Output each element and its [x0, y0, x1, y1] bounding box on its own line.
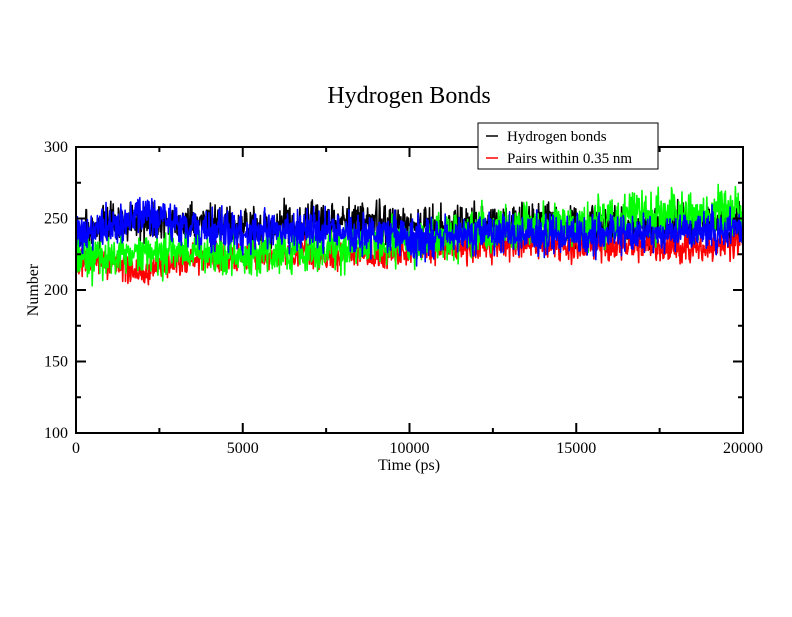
x-tick-label: 20000	[723, 440, 763, 457]
x-axis-label: Time (ps)	[378, 457, 440, 474]
legend: Hydrogen bonds Pairs within 0.35 nm	[477, 122, 659, 170]
y-tick-label: 250	[44, 211, 68, 228]
legend-label-pairs: Pairs within 0.35 nm	[507, 151, 632, 167]
axes-layer: 0 5000 10000 15000 20000 100 150 200 250 300	[44, 139, 763, 457]
y-tick-label: 200	[44, 282, 68, 299]
series-line-4	[75, 196, 744, 267]
x-tick-label: 0	[72, 440, 80, 457]
y-tick-label: 100	[44, 425, 68, 442]
legend-label-hydrogen-bonds: Hydrogen bonds	[507, 129, 607, 145]
legend-box	[477, 122, 659, 170]
series-layer	[75, 183, 744, 287]
x-tick-label: 15000	[556, 440, 596, 457]
x-tick-label: 5000	[227, 440, 259, 457]
y-axis-label: Number	[25, 263, 42, 316]
x-tick-label: 10000	[390, 440, 430, 457]
y-tick-label: 300	[44, 139, 68, 156]
y-tick-label: 150	[44, 354, 68, 371]
chart-title: Hydrogen Bonds	[327, 83, 490, 109]
